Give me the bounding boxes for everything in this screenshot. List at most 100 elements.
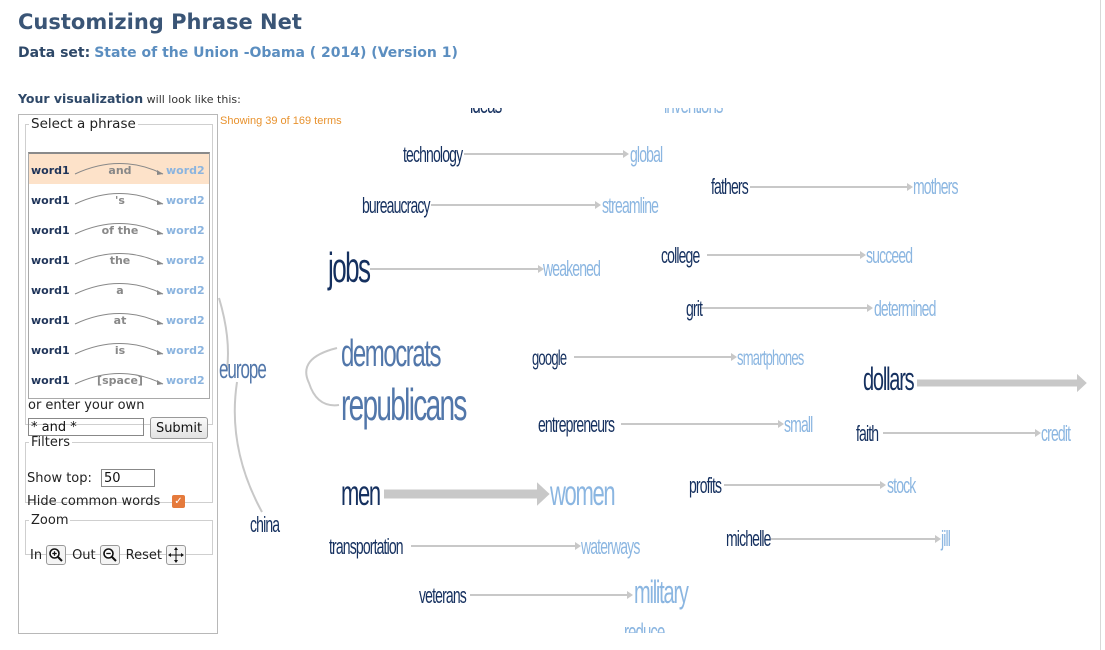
own-phrase-input[interactable]: * and * [28, 418, 144, 436]
term-transportation: transportation [329, 534, 403, 559]
zoom-legend: Zoom [31, 513, 69, 528]
term-jobs: jobs [327, 246, 370, 292]
dataset-label: Data set: [18, 45, 91, 61]
filters-legend: Filters [31, 435, 70, 450]
dataset-line: Data set: State of the Union -Obama ( 201… [18, 45, 458, 61]
phrase-arc-icon [74, 163, 164, 175]
visualization-caption-bold: Your visualization [18, 91, 144, 106]
curved-edge [233, 381, 263, 513]
phrase-connector: of the [101, 224, 139, 237]
edge-arrowhead [731, 353, 737, 361]
term-reduce: reduce [624, 620, 665, 633]
term-men: men [341, 474, 380, 514]
phrase-arc-icon [74, 343, 164, 355]
edge-arrowhead [907, 183, 913, 191]
phrase-connector: 's [115, 194, 125, 207]
phrase-net-visualization[interactable]: ideas inventions technology global fathers mo… [217, 108, 1100, 633]
term-college: college [661, 243, 700, 268]
show-top-input[interactable]: 50 [101, 469, 155, 487]
zoom-in-button[interactable] [46, 545, 67, 565]
term-grit: grit [686, 296, 704, 321]
submit-button[interactable]: Submit [150, 417, 208, 439]
phrase-word1: word1 [31, 254, 70, 267]
phrase-arc-icon [74, 283, 164, 295]
term-entrepreneurs: entrepreneurs [538, 412, 615, 437]
term-profits: profits [689, 473, 722, 498]
curved-edge [305, 347, 340, 407]
phrase-word2: word2 [166, 194, 205, 207]
term-europe: europe [219, 353, 266, 384]
phrase-word2: word2 [166, 164, 205, 177]
edge-arrowhead [537, 482, 550, 506]
dataset-link[interactable]: State of the Union -Obama ( 2014) (Versi… [94, 45, 458, 61]
edge-arrowhead [1077, 373, 1087, 393]
phrase-arc-icon [74, 223, 164, 235]
phrase-word1: word1 [31, 224, 70, 237]
phrase-option[interactable]: word1 's word2 [29, 184, 209, 214]
zoom-reset-label: Reset [125, 547, 162, 563]
phrase-option[interactable]: word1 of the word2 [29, 214, 209, 244]
term-global: global [630, 142, 662, 167]
phrase-arc-icon [74, 373, 164, 385]
phrase-connector: [space] [97, 374, 143, 387]
filters-fieldset: Filters Show top: 50 Hide common words ✓ [25, 435, 213, 509]
term-streamline: streamline [602, 193, 659, 218]
zoom-out-button[interactable] [99, 545, 120, 565]
phrase-word1: word1 [31, 314, 70, 327]
edge-arrowhead [575, 542, 581, 550]
phrase-word2: word2 [166, 224, 205, 237]
edge-arrowhead [1035, 429, 1041, 437]
term-bureaucracy: bureaucracy [362, 193, 431, 218]
term-veterans: veterans [419, 583, 467, 608]
term-waterways: waterways [580, 534, 640, 559]
term-credit: credit [1041, 421, 1072, 446]
zoom-out-label: Out [72, 547, 96, 563]
phrase-option[interactable]: word1 at word2 [29, 304, 209, 334]
phrase-word2: word2 [166, 344, 205, 357]
term-republicans: republicans [341, 379, 467, 429]
phrase-option[interactable]: word1 a word2 [29, 274, 209, 304]
term-succeed: succeed [866, 243, 913, 268]
phrase-fieldset: Select a phrase word1 and word2 word1 's word… [25, 116, 213, 439]
phrase-legend: Select a phrase [31, 116, 136, 132]
term-women: women [549, 474, 614, 514]
phrase-word2: word2 [166, 254, 205, 267]
hide-common-words-label: Hide common words [27, 494, 161, 509]
phrase-option[interactable]: word1 and word2 [29, 154, 209, 184]
phrase-word1: word1 [31, 344, 70, 357]
phrase-word1: word1 [31, 374, 70, 387]
edge-arrowhead [860, 251, 866, 259]
term-jill: jill [940, 526, 950, 551]
phrase-option[interactable]: word1 is word2 [29, 334, 209, 364]
term-technology: technology [403, 142, 464, 167]
phrase-connector: at [113, 314, 127, 327]
phrase-net-canvas[interactable]: ideas inventions technology global fathers mo… [217, 108, 1100, 633]
edge-arrowhead [935, 535, 941, 543]
phrase-word1: word1 [31, 284, 70, 297]
zoom-in-label: In [30, 547, 43, 563]
zoom-out-icon [102, 548, 117, 562]
zoom-reset-button[interactable] [165, 545, 186, 565]
page-title: Customizing Phrase Net [18, 10, 302, 34]
phrase-option[interactable]: word1 [space] word2 [29, 364, 209, 394]
edge-arrowhead [867, 304, 873, 312]
hide-common-words-checkbox[interactable]: ✓ [172, 495, 185, 508]
term-determined: determined [874, 296, 936, 321]
phrase-connector: and [108, 164, 132, 177]
term-stock: stock [887, 473, 917, 498]
zoom-in-icon [49, 548, 63, 562]
control-panel: Select a phrase word1 and word2 word1 's word… [18, 114, 218, 634]
term-michelle: michelle [726, 526, 771, 551]
phrase-option[interactable]: word1 the word2 [29, 244, 209, 274]
phrase-list[interactable]: word1 and word2 word1's word2 word1 of the word… [28, 152, 210, 399]
show-top-label: Show top: [27, 471, 92, 486]
term-weakened: weakened [542, 256, 600, 281]
visualization-caption: Your visualization will look like this: [18, 91, 241, 106]
phrase-word2: word2 [166, 284, 205, 297]
phrase-arc-icon [74, 253, 164, 265]
phrase-connector: a [116, 284, 124, 297]
term-ideas: ideas [470, 108, 502, 119]
term-inventions: inventions [664, 108, 723, 119]
term-military: military [634, 574, 689, 610]
edge-arrowhead [627, 591, 633, 599]
